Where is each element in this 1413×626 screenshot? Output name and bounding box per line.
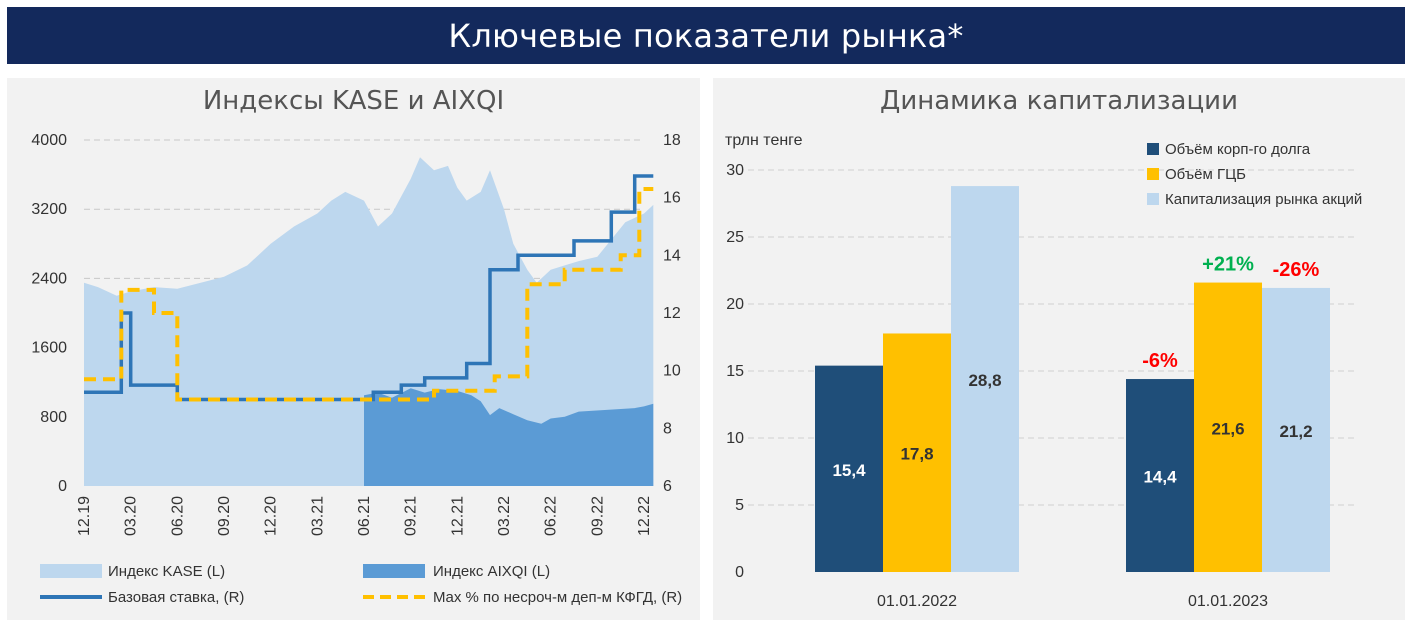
legend-label-kase: Индекс KASE (L) xyxy=(108,563,225,580)
legend-label-max-deposit: Max % по несроч-м деп-м КФГД, (R) xyxy=(433,589,682,606)
max-deposit-rate-line xyxy=(84,187,654,402)
capitalization-panel: Динамика капитализации 15,4 17,8 28,8 14,4 2… xyxy=(713,78,1405,620)
y-tick-label: 0 xyxy=(735,564,744,581)
y-tick-label: 25 xyxy=(726,229,744,246)
x-tick-label: 12.22 xyxy=(636,496,653,536)
x-tick-label: 09.22 xyxy=(589,496,606,536)
legend-label-corp-debt: Объём корп-го долга xyxy=(1165,141,1311,158)
bar-value-label: 14,4 xyxy=(1143,468,1177,487)
aixqi-index-area xyxy=(364,388,654,486)
x-tick-label: 06.22 xyxy=(543,496,560,536)
y-axis-unit-label: трлн тенге xyxy=(725,132,803,149)
capitalization-chart: 15,4 17,8 28,8 14,4 21,6 21,2 -6% +21% -26% трлн… xyxy=(725,132,1362,610)
legend-swatch-gcb xyxy=(1147,168,1159,180)
y-tick-label: 15 xyxy=(726,363,744,380)
bar-value-label: 21,2 xyxy=(1279,422,1312,441)
x-tick-label: 12.21 xyxy=(449,496,466,536)
bar-value-label: 21,6 xyxy=(1211,419,1244,438)
x-tick-label: 06.21 xyxy=(356,496,373,536)
page-banner: Ключевые показатели рынка* xyxy=(7,7,1405,64)
y-right-tick-label: 10 xyxy=(663,363,681,380)
y-left-tick-label: 3200 xyxy=(31,201,67,218)
legend-swatch-equity-cap xyxy=(1147,193,1159,205)
y-left-tick-label: 2400 xyxy=(31,270,67,287)
y-right-tick-label: 6 xyxy=(663,478,672,495)
gcb-bar xyxy=(883,333,951,572)
x-tick-label: 09.20 xyxy=(216,496,233,536)
bar-value-label: 28,8 xyxy=(968,371,1001,390)
change-annotation: -6% xyxy=(1142,350,1178,372)
x-tick-label: 03.22 xyxy=(496,496,513,536)
y-left-tick-label: 4000 xyxy=(31,132,67,149)
y-left-tick-label: 0 xyxy=(58,478,67,495)
kase-aixqi-chart-title: Индексы KASE и AIXQI xyxy=(202,86,505,116)
bar-value-label: 15,4 xyxy=(832,461,866,480)
legend-swatch-aixqi xyxy=(363,564,425,578)
page-title: Ключевые показатели рынка* xyxy=(448,16,964,55)
x-tick-label: 09.21 xyxy=(403,496,420,536)
change-annotation: +21% xyxy=(1202,254,1254,276)
capitalization-chart-title: Динамика капитализации xyxy=(880,86,1238,116)
x-tick-label: 12.20 xyxy=(263,496,280,536)
y-right-tick-label: 12 xyxy=(663,305,681,322)
legend-swatch-corp-debt xyxy=(1147,143,1159,155)
y-right-tick-label: 16 xyxy=(663,190,681,207)
kase-aixqi-chart: 0 800 1600 2400 3200 4000 6 8 10 12 14 16 18 12.19 03.… xyxy=(31,132,682,606)
equity-cap-bar xyxy=(1262,287,1330,572)
corp-debt-bar xyxy=(1126,379,1194,572)
legend-label-aixqi: Индекс AIXQI (L) xyxy=(433,563,550,580)
x-category-label: 01.01.2023 xyxy=(1188,593,1268,610)
legend-label-base-rate: Базовая ставка, (R) xyxy=(108,589,244,606)
y-right-tick-label: 8 xyxy=(663,420,672,437)
y-tick-label: 20 xyxy=(726,296,744,313)
legend-label-equity-cap: Капитализация рынка акций xyxy=(1165,191,1362,208)
x-tick-label: 06.20 xyxy=(169,496,186,536)
legend-swatch-kase xyxy=(40,564,102,578)
y-tick-label: 5 xyxy=(735,497,744,514)
y-right-tick-label: 18 xyxy=(663,132,681,149)
x-tick-label: 03.20 xyxy=(123,496,140,536)
gcb-bar xyxy=(1194,282,1262,572)
y-right-tick-label: 14 xyxy=(663,247,681,264)
y-left-tick-label: 1600 xyxy=(31,340,67,357)
kase-aixqi-panel: Индексы KASE и AIXQI 0 800 1600 2400 3200 400… xyxy=(7,78,700,620)
y-tick-label: 10 xyxy=(726,430,744,447)
base-rate-line xyxy=(84,174,654,402)
x-tick-label: 12.19 xyxy=(76,496,93,536)
corp-debt-bar xyxy=(815,365,883,572)
x-category-label: 01.01.2022 xyxy=(877,593,957,610)
legend-label-gcb: Объём ГЦБ xyxy=(1165,166,1246,183)
equity-cap-bar xyxy=(951,186,1019,572)
y-tick-label: 30 xyxy=(726,162,744,179)
bar-value-label: 17,8 xyxy=(900,445,933,464)
y-left-tick-label: 800 xyxy=(40,409,67,426)
kase-index-area xyxy=(84,157,654,487)
change-annotation: -26% xyxy=(1273,259,1320,281)
x-tick-label: 03.21 xyxy=(309,496,326,536)
